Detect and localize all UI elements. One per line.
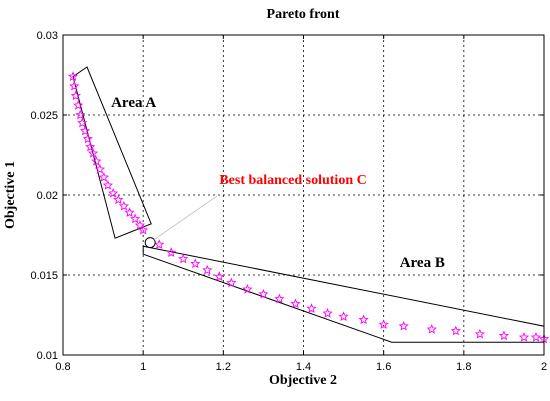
data-point: [226, 277, 237, 288]
data-point: [242, 284, 253, 294]
data-point: [75, 109, 86, 120]
data-point: [378, 319, 389, 329]
data-point: [498, 330, 510, 341]
data-point: [138, 224, 149, 235]
data-point: [322, 308, 333, 318]
x-tick-label: 1.6: [376, 361, 391, 373]
data-point: [214, 271, 225, 281]
data-point: [518, 332, 530, 342]
data-point: [166, 247, 177, 257]
data-point: [124, 207, 135, 217]
data-point: [77, 117, 88, 128]
data-point: [130, 213, 141, 224]
data-point: [190, 258, 201, 269]
y-tick-label: 0.015: [30, 270, 58, 282]
data-point: [94, 164, 105, 174]
data-point: [82, 133, 93, 144]
best-solution-label: Best balanced solution C: [219, 173, 366, 188]
data-point: [67, 71, 79, 81]
annotations: Area A Area B Best balanced solution C: [111, 95, 445, 271]
data-point: [113, 194, 124, 205]
data-point: [98, 172, 109, 182]
data-point: [85, 141, 96, 152]
data-point: [70, 90, 81, 101]
data-point: [154, 239, 165, 249]
y-tick-label: 0.01: [37, 350, 58, 362]
data-point: [358, 314, 369, 325]
region-area-b: [142, 245, 545, 343]
data-point: [178, 253, 189, 264]
best-solution-marker: [144, 237, 156, 249]
data-point: [79, 125, 91, 136]
grid-lines: [63, 35, 544, 355]
data-point: [107, 188, 119, 198]
y-tick-label: 0.02: [37, 190, 58, 202]
y-tick-label: 0.025: [30, 110, 58, 122]
data-point: [258, 288, 269, 299]
y-axis-label: Objective 1: [3, 161, 18, 229]
data-point: [398, 320, 409, 331]
data-point: [338, 311, 349, 321]
annotation-leader-line: [153, 195, 218, 240]
area-label: Area B: [400, 255, 445, 271]
data-point: [73, 100, 84, 110]
data-point: [530, 332, 542, 342]
region-outlines: [72, 66, 545, 343]
data-point: [306, 303, 317, 313]
data-point: [87, 148, 99, 158]
data-point: [274, 293, 285, 304]
x-tick-label: 1: [140, 361, 146, 373]
data-point: [134, 220, 146, 230]
area-label: Area A: [111, 95, 156, 111]
x-tick-label: 1.4: [296, 361, 311, 373]
chart-title: Pareto front: [267, 7, 340, 22]
tick-labels: 0.8 1 1.2 1.4 1.6 1.8 2 0.01 0.015 0.02 0.025 0.03: [30, 30, 547, 373]
x-tick-label: 0.8: [55, 361, 70, 373]
data-points: [67, 71, 550, 344]
data-point: [474, 328, 485, 339]
x-tick-label: 1.2: [216, 361, 231, 373]
data-point: [118, 200, 130, 211]
x-tick-label: 1.8: [456, 361, 471, 373]
y-tick-label: 0.03: [37, 30, 58, 42]
data-point: [290, 298, 301, 309]
data-point: [202, 264, 213, 275]
x-tick-label: 2: [541, 361, 547, 373]
data-point: [450, 325, 461, 336]
data-point: [91, 156, 102, 166]
data-point: [102, 180, 114, 190]
region-area-a: [72, 66, 152, 239]
data-point: [69, 80, 80, 91]
x-axis-label: Objective 2: [269, 373, 337, 388]
data-point: [426, 324, 437, 334]
